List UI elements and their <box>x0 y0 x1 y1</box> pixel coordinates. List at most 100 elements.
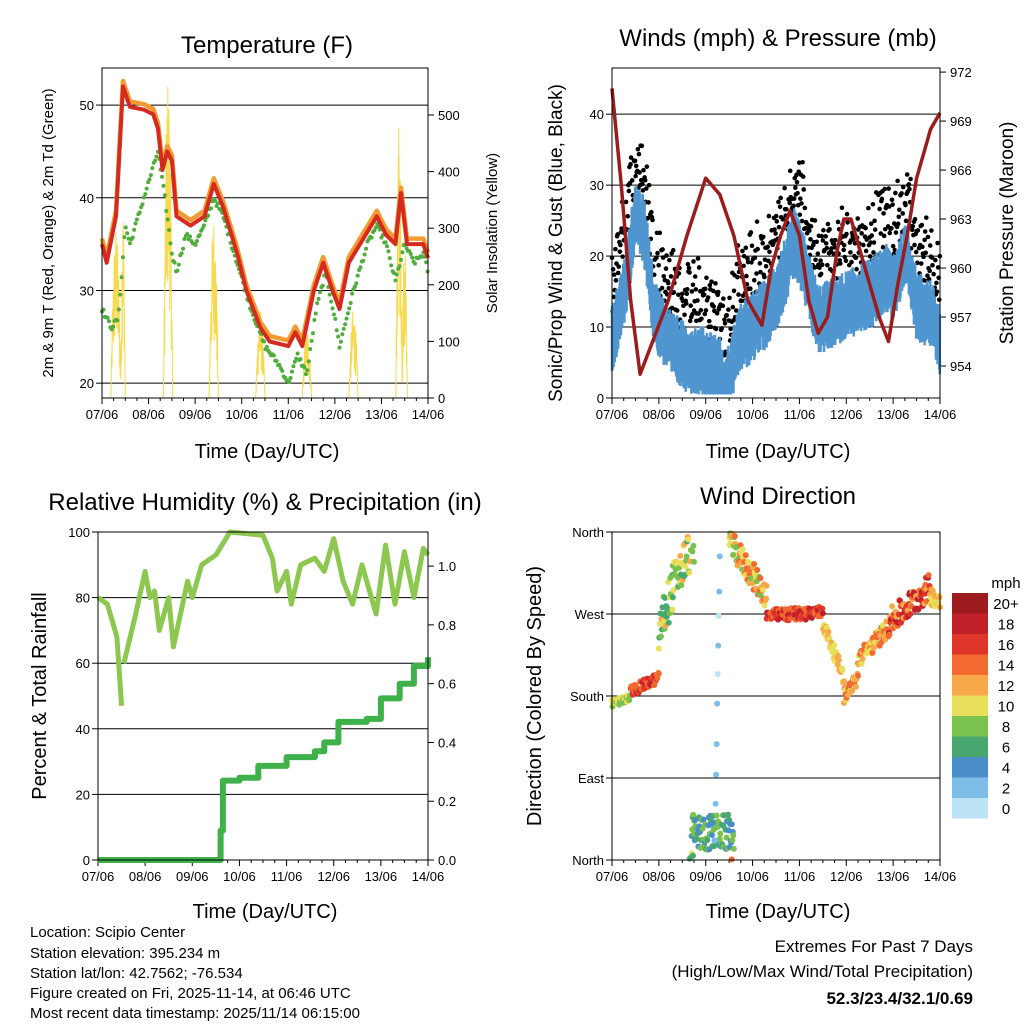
dewpoint-point <box>327 292 332 297</box>
gust-point <box>704 275 709 281</box>
gust-point <box>791 203 796 209</box>
y-right-tick-label: 200 <box>438 278 460 293</box>
gust-point <box>703 308 709 313</box>
gust-point <box>887 230 893 236</box>
precipitation-line <box>98 657 431 863</box>
gust-point <box>626 188 632 194</box>
gust-point <box>664 253 669 258</box>
gust-point <box>628 155 634 160</box>
y-right-tick-label: 0.2 <box>438 794 456 809</box>
gust-point <box>643 186 649 191</box>
x-tick-label: 08/06 <box>643 407 676 422</box>
wind-direction-point <box>682 563 689 570</box>
gust-point <box>615 270 621 276</box>
gust-point <box>711 304 717 309</box>
y-tick-label: 20 <box>76 787 90 802</box>
colorbar-swatch <box>952 777 988 798</box>
plot-area <box>99 78 431 399</box>
gust-point <box>682 312 687 318</box>
gust-point <box>633 163 639 169</box>
gust-point <box>798 196 803 201</box>
gust-point <box>642 177 648 183</box>
dewpoint-point <box>144 186 149 191</box>
wind-direction-point <box>691 558 697 565</box>
wind-direction-point <box>689 548 696 555</box>
wind-direction-point <box>714 671 721 678</box>
gust-point <box>818 271 824 277</box>
gust-point <box>794 179 800 185</box>
wind-direction-point <box>690 542 697 549</box>
dewpoint-point <box>193 242 198 247</box>
dewpoint-point <box>228 240 233 245</box>
wind-direction-point <box>808 614 815 621</box>
gust-point <box>796 160 802 165</box>
y-tick-label: 0 <box>83 853 90 868</box>
y-right-tick-label: 300 <box>438 221 460 236</box>
wind-direction-point <box>728 856 735 863</box>
gust-point <box>776 199 781 205</box>
dewpoint-point <box>400 250 405 255</box>
x-tick-label: 10/06 <box>736 407 769 422</box>
gust-point <box>925 273 930 278</box>
gust-point <box>824 245 830 251</box>
gust-point <box>633 173 638 179</box>
gust-point <box>767 249 772 255</box>
dewpoint-point <box>197 232 202 237</box>
dewpoint-point <box>160 174 165 179</box>
gust-point <box>866 205 871 211</box>
dewpoint-point <box>317 290 322 295</box>
dewpoint-point <box>105 315 110 320</box>
gust-point <box>640 181 645 187</box>
x-tick-label: 11/06 <box>271 869 303 884</box>
wind-direction-point <box>761 602 768 609</box>
gust-point <box>859 231 864 236</box>
gust-point <box>654 255 659 261</box>
x-tick-label: 14/06 <box>412 407 445 422</box>
gust-point <box>793 185 798 191</box>
dewpoint-point <box>165 217 170 222</box>
gust-point <box>825 262 830 268</box>
gust-point <box>922 237 927 243</box>
x-tick-label: 12/06 <box>830 407 863 422</box>
gust-point <box>646 182 652 188</box>
gust-point <box>808 236 813 242</box>
gust-point <box>650 217 655 223</box>
gust-point <box>934 280 939 286</box>
x-tick-label: 07/06 <box>86 407 119 422</box>
gust-point <box>925 234 931 240</box>
y-tick-label: West <box>575 607 605 622</box>
gust-point <box>935 265 941 270</box>
dewpoint-point <box>116 307 121 312</box>
gust-point <box>657 230 663 236</box>
y-tick-label: 80 <box>76 591 90 606</box>
colorbar-swatch <box>952 675 988 696</box>
dewpoint-point <box>271 353 276 358</box>
y-tick-label: 30 <box>590 178 604 193</box>
gust-point <box>632 158 638 164</box>
colorbar-label: 20+ <box>993 596 1019 613</box>
gust-point <box>668 274 674 279</box>
colorbar-label: 4 <box>1002 760 1010 777</box>
gust-point <box>881 233 887 239</box>
x-tick-label: 08/06 <box>132 407 165 422</box>
colorbar-swatch <box>952 634 988 655</box>
colorbar-label: 10 <box>998 699 1015 716</box>
dewpoint-point <box>215 201 220 206</box>
colorbar-label: 8 <box>1002 719 1010 736</box>
wind-direction-point <box>685 536 692 543</box>
x-tick-label: 11/06 <box>784 407 816 422</box>
gust-point <box>843 258 849 264</box>
plot-area <box>96 529 431 863</box>
gust-point <box>777 204 783 210</box>
gust-point <box>899 191 904 196</box>
dewpoint-point <box>408 251 413 256</box>
gust-point <box>735 274 740 280</box>
dewpoint-point <box>118 292 123 297</box>
x-tick-label: 13/06 <box>365 407 398 422</box>
gust-point <box>639 143 645 149</box>
gust-point <box>696 265 702 270</box>
panel-1: 0 10 20 30 40 954 957 960 963 966 969 972 07/06 08/06… <box>590 65 972 422</box>
wind-direction-point <box>852 683 859 690</box>
winds-ylabel: Sonic/Prop Wind & Gust (Blue, Black) <box>546 84 567 402</box>
gust-point <box>688 303 694 308</box>
